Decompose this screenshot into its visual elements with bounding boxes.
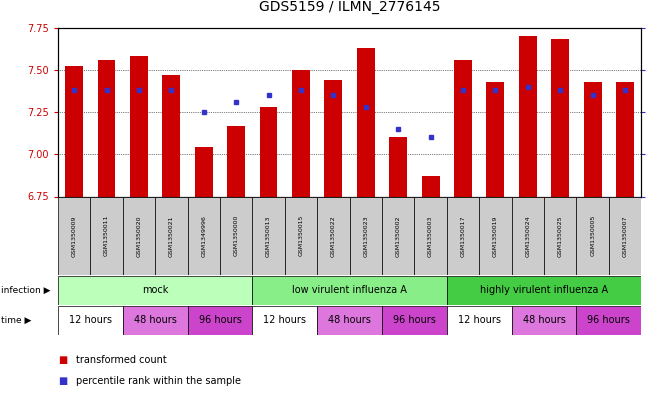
Text: GSM1350002: GSM1350002	[396, 215, 401, 257]
Text: low virulent influenza A: low virulent influenza A	[292, 285, 407, 295]
Text: infection ▶: infection ▶	[1, 286, 51, 295]
Text: 12 hours: 12 hours	[458, 316, 501, 325]
Bar	[382, 306, 447, 335]
Bar	[123, 306, 187, 335]
Text: ■: ■	[58, 376, 67, 386]
Bar	[576, 196, 609, 275]
Bar	[576, 306, 641, 335]
Text: 96 hours: 96 hours	[587, 316, 630, 325]
Text: GSM1350003: GSM1350003	[428, 215, 433, 257]
Bar	[350, 196, 382, 275]
Text: GSM1349996: GSM1349996	[201, 215, 206, 257]
Text: GDS5159 / ILMN_2776145: GDS5159 / ILMN_2776145	[259, 0, 440, 14]
Text: 12 hours: 12 hours	[263, 316, 306, 325]
Bar	[415, 196, 447, 275]
Text: 48 hours: 48 hours	[328, 316, 371, 325]
Bar	[253, 276, 447, 305]
Text: 12 hours: 12 hours	[69, 316, 112, 325]
Text: GSM1350015: GSM1350015	[298, 215, 303, 257]
Bar	[123, 196, 155, 275]
Bar	[253, 306, 317, 335]
Bar	[130, 56, 148, 196]
Text: mock: mock	[142, 285, 169, 295]
Text: GSM1350009: GSM1350009	[72, 215, 77, 257]
Bar	[317, 306, 382, 335]
Bar	[163, 75, 180, 196]
Text: GSM1350007: GSM1350007	[622, 215, 628, 257]
Text: 48 hours: 48 hours	[523, 316, 566, 325]
Text: GSM1350021: GSM1350021	[169, 215, 174, 257]
Bar	[447, 306, 512, 335]
Text: 48 hours: 48 hours	[133, 316, 176, 325]
Text: GSM1350025: GSM1350025	[558, 215, 562, 257]
Bar	[227, 125, 245, 196]
Text: GSM1350013: GSM1350013	[266, 215, 271, 257]
Bar	[544, 196, 576, 275]
Bar	[551, 39, 569, 197]
Bar	[486, 82, 505, 196]
Bar	[447, 276, 641, 305]
Bar	[422, 176, 439, 196]
Bar	[58, 196, 90, 275]
Bar	[187, 196, 220, 275]
Bar	[512, 306, 576, 335]
Bar	[187, 306, 253, 335]
Text: GSM1350019: GSM1350019	[493, 215, 498, 257]
Bar	[324, 80, 342, 196]
Bar	[317, 196, 350, 275]
Text: time ▶: time ▶	[1, 316, 32, 325]
Bar	[479, 196, 512, 275]
Bar	[382, 196, 415, 275]
Bar	[155, 196, 187, 275]
Text: GSM1350017: GSM1350017	[460, 215, 465, 257]
Bar	[357, 48, 375, 196]
Bar	[58, 276, 253, 305]
Bar	[195, 147, 213, 196]
Text: GSM1350005: GSM1350005	[590, 215, 595, 257]
Text: GSM1350011: GSM1350011	[104, 215, 109, 257]
Bar	[584, 82, 602, 196]
Bar	[512, 196, 544, 275]
Bar	[616, 82, 634, 196]
Text: GSM1350020: GSM1350020	[137, 215, 141, 257]
Bar	[253, 196, 284, 275]
Text: GSM1350000: GSM1350000	[234, 215, 239, 257]
Text: GSM1350022: GSM1350022	[331, 215, 336, 257]
Text: highly virulent influenza A: highly virulent influenza A	[480, 285, 608, 295]
Text: 96 hours: 96 hours	[199, 316, 242, 325]
Bar	[447, 196, 479, 275]
Bar	[519, 36, 536, 197]
Bar	[65, 66, 83, 196]
Bar	[90, 196, 123, 275]
Bar	[58, 306, 123, 335]
Text: 96 hours: 96 hours	[393, 316, 436, 325]
Text: percentile rank within the sample: percentile rank within the sample	[76, 376, 241, 386]
Bar	[292, 70, 310, 196]
Text: ■: ■	[58, 354, 67, 365]
Bar	[389, 138, 407, 196]
Text: GSM1350024: GSM1350024	[525, 215, 531, 257]
Bar	[220, 196, 253, 275]
Bar	[98, 60, 115, 196]
Bar	[260, 107, 277, 196]
Bar	[284, 196, 317, 275]
Text: transformed count: transformed count	[76, 354, 167, 365]
Bar	[609, 196, 641, 275]
Text: GSM1350023: GSM1350023	[363, 215, 368, 257]
Bar	[454, 60, 472, 196]
